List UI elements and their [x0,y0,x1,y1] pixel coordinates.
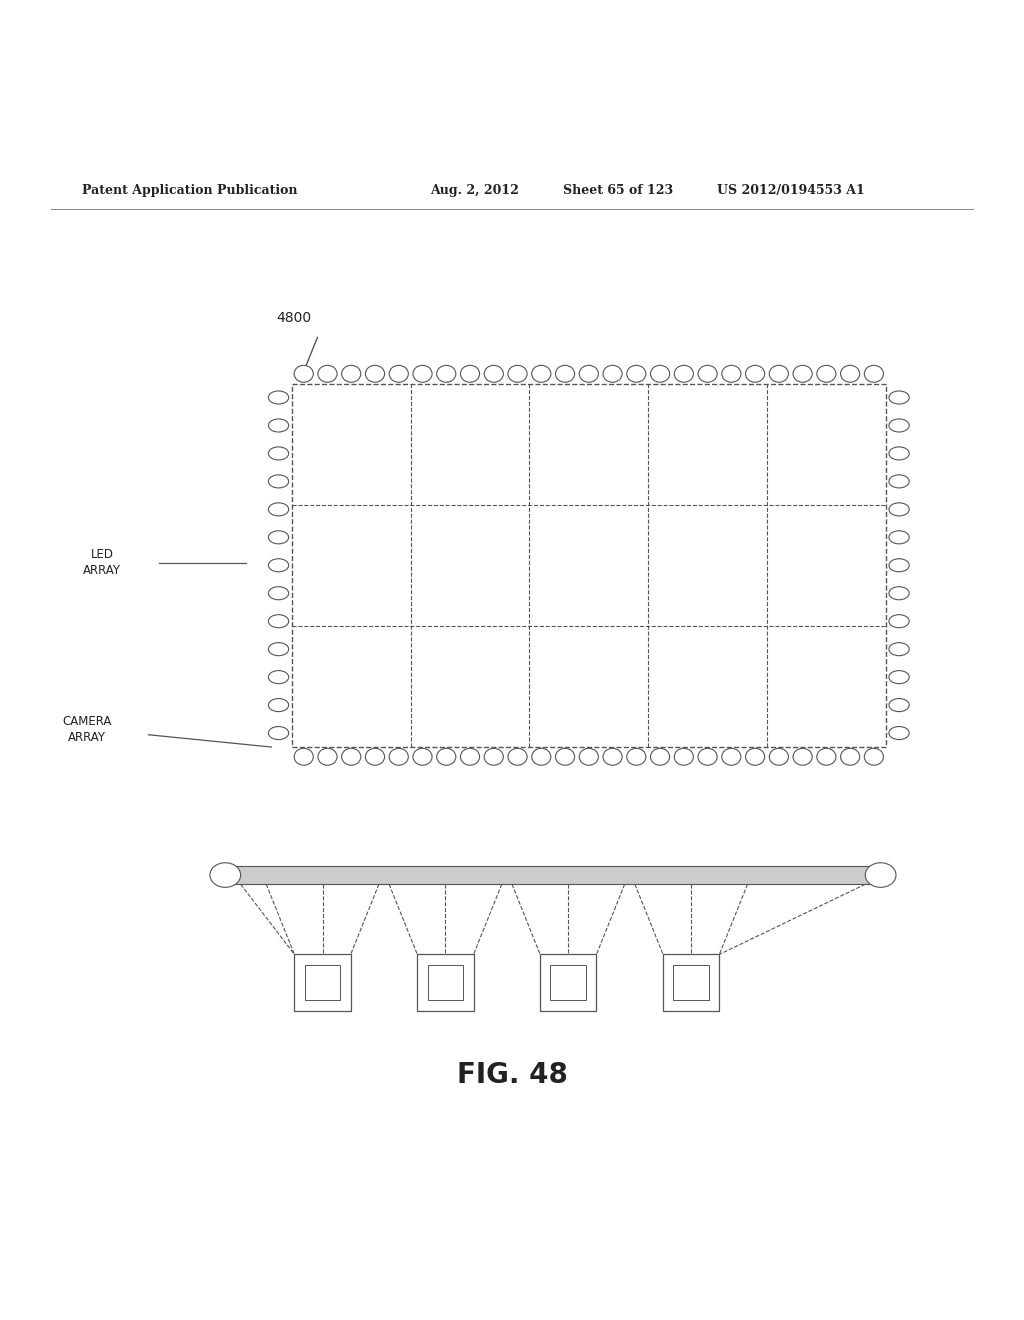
Ellipse shape [865,863,896,887]
Ellipse shape [580,748,598,766]
Text: US 2012/0194553 A1: US 2012/0194553 A1 [717,183,864,197]
Text: Aug. 2, 2012: Aug. 2, 2012 [430,183,519,197]
Ellipse shape [531,748,551,766]
Ellipse shape [268,615,289,628]
Ellipse shape [210,863,241,887]
Bar [664,954,720,1011]
Ellipse shape [889,418,909,432]
Ellipse shape [268,531,289,544]
Ellipse shape [294,748,313,766]
Ellipse shape [413,748,432,766]
Ellipse shape [769,366,788,383]
Ellipse shape [889,447,909,459]
Ellipse shape [268,418,289,432]
Ellipse shape [889,475,909,488]
Ellipse shape [864,748,884,766]
Ellipse shape [889,615,909,628]
Ellipse shape [268,698,289,711]
Ellipse shape [268,643,289,656]
Ellipse shape [484,748,504,766]
Ellipse shape [389,366,409,383]
Ellipse shape [436,366,456,383]
Ellipse shape [366,748,385,766]
Ellipse shape [531,366,551,383]
Ellipse shape [461,748,479,766]
Ellipse shape [889,503,909,516]
Ellipse shape [603,366,623,383]
Ellipse shape [722,366,741,383]
Ellipse shape [817,748,836,766]
Ellipse shape [366,366,385,383]
Ellipse shape [674,366,693,383]
Bar [674,965,710,1001]
Ellipse shape [342,366,360,383]
Ellipse shape [268,503,289,516]
Ellipse shape [268,726,289,739]
Ellipse shape [889,698,909,711]
Ellipse shape [317,748,337,766]
Ellipse shape [650,748,670,766]
Ellipse shape [889,558,909,572]
Ellipse shape [841,366,860,383]
Ellipse shape [627,748,646,766]
Ellipse shape [580,366,598,383]
Ellipse shape [268,391,289,404]
Ellipse shape [674,748,693,766]
Ellipse shape [294,366,313,383]
Ellipse shape [889,391,909,404]
Ellipse shape [413,366,432,383]
Text: FIG. 48: FIG. 48 [457,1061,567,1089]
Ellipse shape [793,748,812,766]
Ellipse shape [461,366,479,383]
Ellipse shape [889,643,909,656]
Ellipse shape [268,671,289,684]
Ellipse shape [484,366,504,383]
Ellipse shape [745,366,765,383]
Bar [418,954,473,1011]
Bar [292,384,886,747]
Text: Sheet 65 of 123: Sheet 65 of 123 [563,183,674,197]
Ellipse shape [317,366,337,383]
Ellipse shape [389,748,409,766]
Bar [541,954,597,1011]
Ellipse shape [508,748,527,766]
Ellipse shape [698,748,717,766]
Ellipse shape [841,748,860,766]
Bar [551,965,587,1001]
Bar [295,954,350,1011]
Ellipse shape [745,748,765,766]
Text: CAMERA
ARRAY: CAMERA ARRAY [62,715,112,744]
Bar [428,965,463,1001]
Ellipse shape [436,748,456,766]
Ellipse shape [627,366,646,383]
Ellipse shape [769,748,788,766]
Ellipse shape [889,726,909,739]
Ellipse shape [268,447,289,459]
Ellipse shape [555,366,574,383]
Ellipse shape [864,366,884,383]
Ellipse shape [722,748,741,766]
Ellipse shape [698,366,717,383]
Ellipse shape [342,748,360,766]
Bar [305,965,340,1001]
Ellipse shape [508,366,527,383]
Text: 4800: 4800 [276,312,311,325]
Ellipse shape [268,586,289,599]
Ellipse shape [793,366,812,383]
Ellipse shape [889,531,909,544]
Ellipse shape [555,748,574,766]
Ellipse shape [603,748,623,766]
Text: LED
ARRAY: LED ARRAY [83,548,122,577]
Ellipse shape [889,586,909,599]
Ellipse shape [889,671,909,684]
Text: Patent Application Publication: Patent Application Publication [82,183,297,197]
Bar [230,866,876,884]
Ellipse shape [817,366,836,383]
Ellipse shape [268,475,289,488]
Ellipse shape [268,558,289,572]
Ellipse shape [650,366,670,383]
